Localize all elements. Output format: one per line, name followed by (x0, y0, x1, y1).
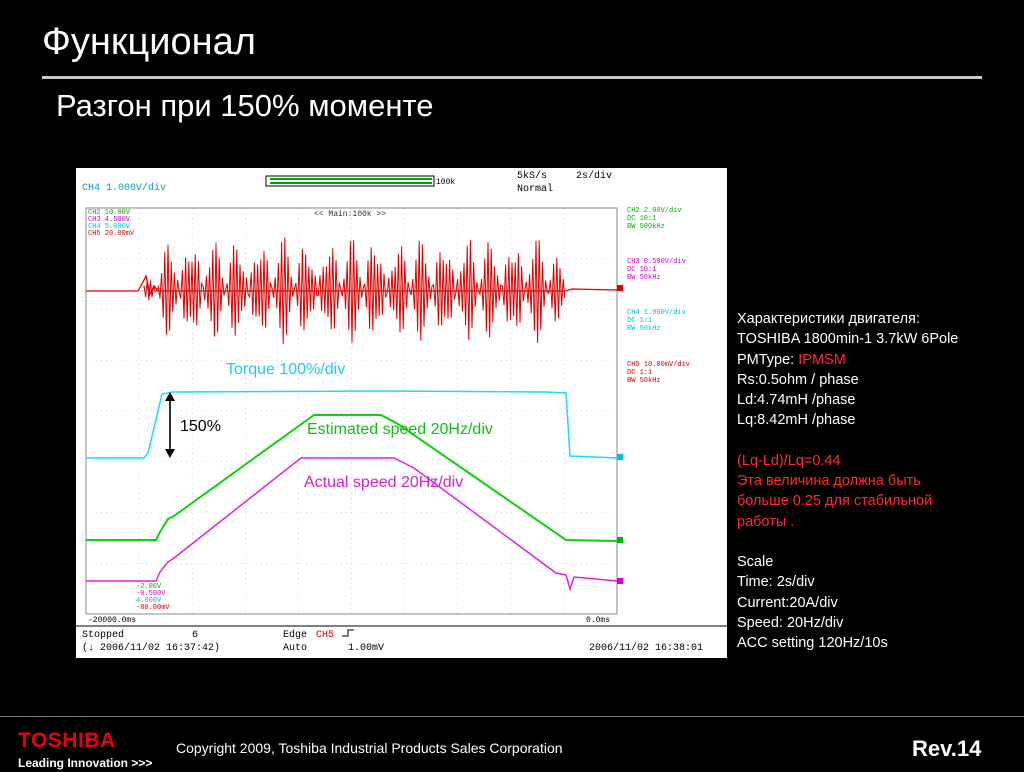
rising-edge-icon (342, 629, 354, 637)
scale-speed: Speed: 20Hz/div (737, 614, 844, 631)
specs-pmtype: PMType: IPMSM (737, 351, 846, 368)
date-left: (↓ 2006/11/02 16:37:42) (82, 642, 220, 654)
sample-rate: 5kS/s (517, 170, 547, 182)
arrow-down-icon (165, 449, 175, 458)
channel-setting-line: DC 1:1 (627, 369, 652, 377)
specs-rs: Rs:0.5ohm / phase (737, 371, 859, 388)
brand-tagline: Leading Innovation >>> (18, 756, 153, 770)
scope-grid (86, 208, 617, 614)
time-left: -20000.0ms (88, 616, 136, 625)
footer-rule (0, 716, 1024, 717)
channel-offset-item: -80.00mV (136, 604, 170, 612)
channel-offset-item: -0.500V (136, 590, 166, 598)
channel-setting-line: CH2 2.00V/div (627, 207, 682, 215)
actual-speed-annotation: Actual speed 20Hz/div (304, 474, 464, 491)
estimated-speed-annotation: Estimated speed 20Hz/div (307, 421, 493, 438)
trigger-level: 1.00mV (348, 643, 384, 654)
channel-setting-line: DC 1:1 (627, 317, 652, 325)
current-trace (143, 237, 566, 344)
grid-frame (85, 207, 618, 615)
slide-title: Функционал (42, 21, 256, 63)
copyright-text: Copyright 2009, Toshiba Industrial Produ… (176, 740, 563, 756)
scale-heading: Scale (737, 553, 774, 570)
trigger-pos-label: 100k (436, 178, 455, 187)
channel-setting-line: DC 10:1 (627, 266, 656, 274)
estimated-speed-trace (86, 414, 618, 542)
status-stopped: Stopped (82, 629, 124, 641)
trigger-mode: Auto (283, 643, 307, 654)
actual-speed-trace (86, 457, 618, 592)
channel-list-item: CH2 10.00V (88, 209, 131, 217)
channel-setting-line: BW 50kHz (627, 325, 661, 333)
main-label: << Main:100k >> (314, 210, 386, 219)
oscilloscope-plot: CH4 1.000V/div 100k 5kS/s Normal 2s/div … (76, 170, 727, 654)
slide-subtitle: Разгон при 150% моменте (56, 88, 434, 123)
specs-note-2: больше 0.25 для стабильной (737, 493, 933, 510)
current-trace-baseline (86, 274, 618, 296)
channel-list-item: CH3 4.500V (88, 216, 131, 224)
trigger-channel: CH5 (316, 630, 334, 641)
channel-setting-line: BW 500kHz (627, 223, 665, 231)
specs-note-1: Эта величина должна быть (737, 473, 921, 490)
specs-ld: Ld:4.74mH /phase (737, 392, 856, 409)
oscilloscope-screenshot: CH4 1.000V/div 100k 5kS/s Normal 2s/div … (76, 168, 727, 658)
channel-setting-line: CH5 10.00mV/div (627, 361, 690, 369)
ch3-marker (617, 578, 623, 584)
toshiba-logo: TOSHIBA Leading Innovation >>> (18, 730, 152, 772)
specs-heading: Характеристики двигателя: (737, 311, 920, 327)
specs-motor: TOSHIBA 1800min-1 3.7kW 6Pole (737, 331, 959, 348)
specs-lq: Lq:8.42mH /phase (737, 412, 856, 429)
time-right: 0.0ms (586, 616, 610, 625)
record-bar (265, 175, 435, 187)
scale-current: Current:20A/div (737, 594, 838, 611)
specs-note-3: работы . (737, 513, 795, 530)
channel-setting-line: BW 50kHz (627, 274, 661, 282)
channel-setting-line: DC 10:1 (627, 215, 656, 223)
ch2-marker (617, 537, 623, 543)
timebase: 2s/div (576, 170, 612, 182)
acq-count: 6 (192, 630, 198, 641)
brand-wordmark: TOSHIBA (18, 729, 116, 752)
acq-mode: Normal (517, 183, 553, 195)
date-right: 2006/11/02 16:38:01 (589, 642, 703, 654)
channel-list-item: CH5 20.00mV (88, 230, 135, 238)
arrow-up-icon (165, 392, 175, 401)
channel-setting-line: CH3 0.500V/div (627, 258, 686, 266)
current-burst (143, 237, 566, 344)
channel-setting-line: BW 50kHz (627, 377, 661, 385)
channel-offset-item: 4.000V (136, 597, 162, 605)
title-rule (42, 76, 982, 79)
scale-acc: ACC setting 120Hz/10s (737, 635, 888, 652)
scale-time: Time: 2s/div (737, 574, 815, 591)
channel-setting-line: CH4 1.000V/div (627, 309, 686, 317)
revision-label: Rev.14 (912, 736, 982, 761)
trigger-type: Edge (283, 629, 307, 641)
scope-top-left: CH4 1.000V/div (82, 182, 166, 194)
torque-annotation: Torque 100%/div (226, 361, 346, 378)
motor-specs-panel: Характеристики двигателя: TOSHIBA 1800mi… (737, 309, 1017, 653)
ch5-marker (617, 285, 623, 291)
torque-150-label: 150% (180, 418, 221, 435)
ch4-marker (617, 454, 623, 460)
torque-trace (86, 390, 618, 459)
specs-saliency: (Lq-Ld)/Lq=0.44 (737, 452, 841, 469)
channel-list-item: CH4 5.000V (88, 223, 131, 231)
channel-settings-right: CH2 2.00V/div DC 10:1 BW 500kHz CH3 0.500… (627, 207, 690, 385)
pmtype-value: IPMSM (798, 351, 846, 368)
channel-offset-item: -2.00V (136, 583, 162, 591)
